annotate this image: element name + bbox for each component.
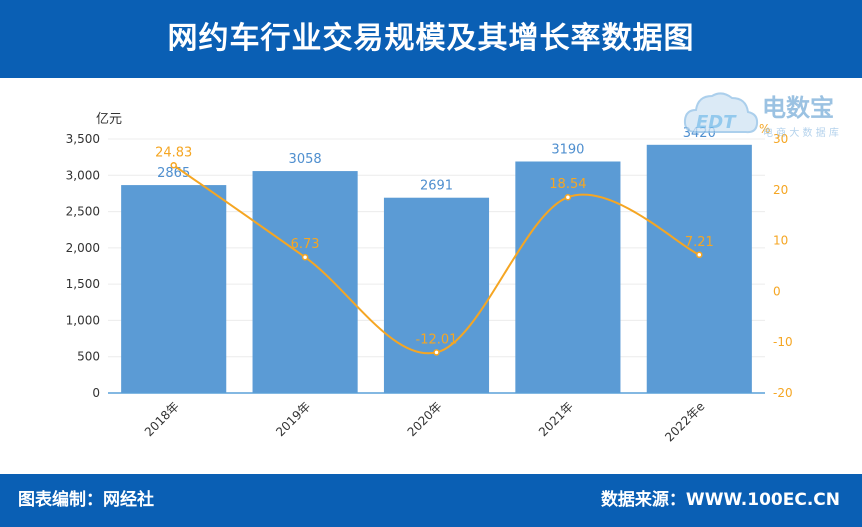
bar <box>252 171 358 393</box>
y2-tick-label: 10 <box>773 234 788 248</box>
y-tick-label: 1,500 <box>66 277 100 291</box>
growth-rate-label: -12.01 <box>416 332 458 347</box>
growth-rate-label: 18.54 <box>549 177 586 192</box>
bar <box>646 144 752 393</box>
y2-tick-label: 20 <box>773 183 788 197</box>
y-tick-label: 500 <box>77 350 100 364</box>
page-title: 网约车行业交易规模及其增长率数据图 <box>167 21 695 56</box>
y2-tick-label: -10 <box>773 335 793 349</box>
growth-rate-label: 7.21 <box>685 235 714 250</box>
y-tick-label: 0 <box>92 386 100 400</box>
y2-tick-label: -20 <box>773 386 793 400</box>
y-tick-label: 2,000 <box>66 241 100 255</box>
logo-brand: 电数宝 <box>762 94 834 122</box>
footer-credit: 图表编制：网经社 <box>18 490 154 510</box>
growth-rate-point <box>433 349 440 356</box>
bar <box>383 197 490 393</box>
bar-value-label: 2691 <box>420 179 453 194</box>
logo-sub: 电 商 大 数 据 库 <box>763 126 839 139</box>
y-tick-label: 2,500 <box>66 205 100 219</box>
growth-rate-label: 24.83 <box>155 145 192 160</box>
x-tick-label: 2020年 <box>405 399 445 439</box>
logo: EDT 电数宝 电 商 大 数 据 库 <box>683 92 839 139</box>
y2-tick-label: 30 <box>773 132 788 146</box>
y-tick-label: 3,000 <box>66 168 100 182</box>
x-tick-label: 2018年 <box>142 399 182 439</box>
x-tick-label: 2022年e <box>662 399 707 444</box>
growth-rate-point <box>564 193 572 201</box>
bar-value-label: 3190 <box>551 142 584 157</box>
logo-badge: EDT <box>696 112 737 133</box>
x-tick-label: 2021年 <box>536 399 576 439</box>
growth-rate-point <box>301 253 309 261</box>
cloud-icon <box>683 92 759 134</box>
footer-source: 数据来源：WWW.100EC.CN <box>600 490 840 510</box>
growth-rate-point <box>696 251 703 259</box>
growth-rate-point <box>170 162 177 169</box>
y-tick-label: 1,000 <box>66 313 100 327</box>
y-axis-label: 亿元 <box>96 112 122 127</box>
bar <box>121 185 227 393</box>
bar-value-label: 3058 <box>289 152 322 167</box>
y2-axis-label: % <box>759 122 770 136</box>
growth-rate-label: 6.73 <box>291 237 320 252</box>
header-bar: 网约车行业交易规模及其增长率数据图 <box>0 0 862 78</box>
chart: 0 500 1,000 1,500 2,000 2,500 3,000 3,500 -20 -10… <box>66 112 793 444</box>
y2-tick-label: 0 <box>773 284 781 298</box>
footer-bar: 图表编制：网经社 数据来源：WWW.100EC.CN <box>0 474 862 527</box>
y-tick-label: 3,500 <box>66 132 100 146</box>
x-tick-label: 2019年 <box>273 399 313 439</box>
